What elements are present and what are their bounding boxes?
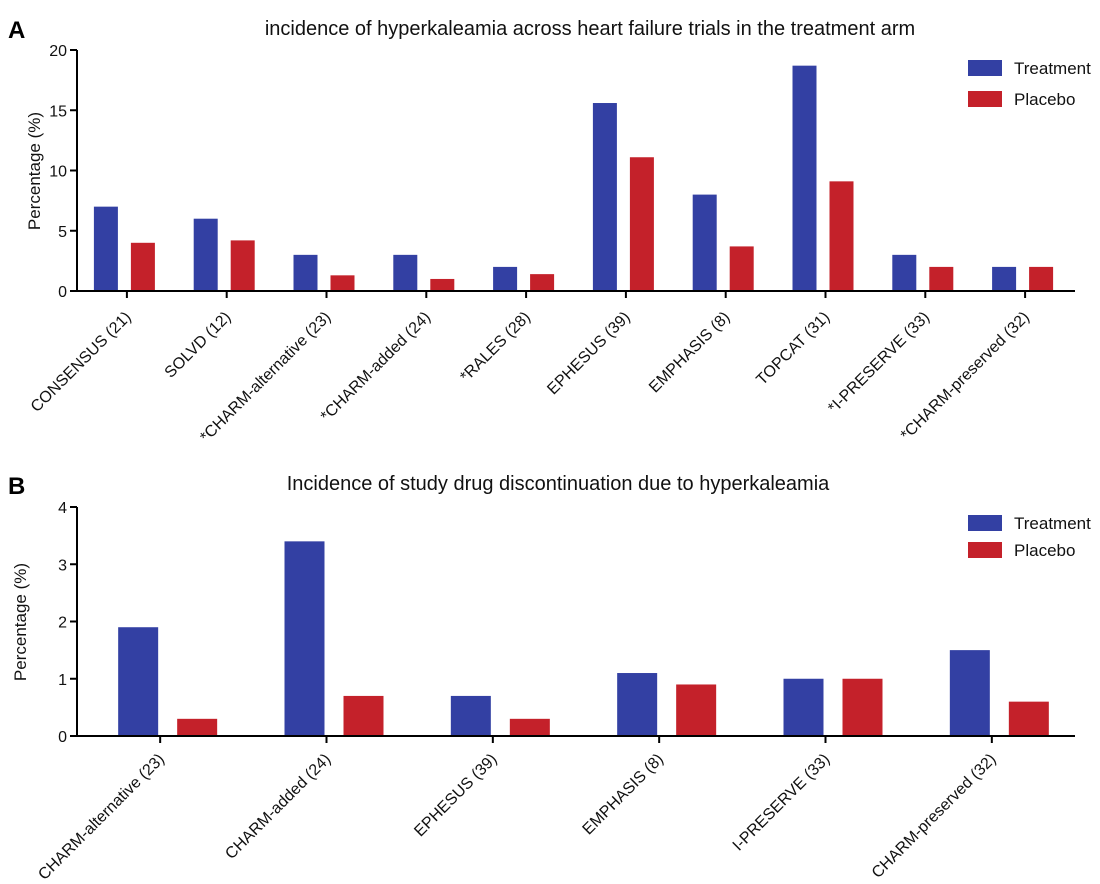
category-label: *I-PRESERVE (33)	[825, 309, 933, 417]
bar-treatment	[118, 627, 159, 736]
bar-treatment	[93, 206, 118, 291]
panel-a-y-axis-label: Percentage (%)	[25, 112, 44, 230]
y-tick-label: 1	[58, 672, 67, 689]
panel-a-legend: Treatment Placebo	[968, 59, 1091, 109]
bar-treatment	[949, 650, 990, 736]
y-tick-label: 0	[58, 284, 67, 301]
panel-a-title: incidence of hyperkaleamia across heart …	[265, 18, 915, 40]
panel-b: B Incidence of study drug discontinuatio…	[8, 473, 1091, 884]
category-label: TOPCAT (31)	[753, 309, 833, 389]
y-tick-label: 10	[49, 164, 67, 181]
bar-treatment	[450, 695, 491, 736]
category-label: I-PRESERVE (33)	[730, 751, 834, 855]
category-label: EMPHASIS (8)	[646, 309, 733, 396]
bar-placebo	[729, 246, 754, 291]
bar-treatment	[393, 254, 418, 291]
category-label: CONSENSUS (21)	[28, 309, 135, 416]
y-tick-label: 20	[49, 43, 67, 60]
bar-placebo	[676, 684, 717, 736]
panel-b-y-ticks: 0 1 2 3 4	[58, 500, 77, 746]
category-label: EPHESUS (39)	[411, 751, 500, 840]
y-tick-label: 15	[49, 103, 67, 120]
legend-placebo-label: Placebo	[1014, 541, 1075, 560]
panel-a: A incidence of hyperkaleamia across hear…	[8, 17, 1091, 446]
y-tick-label: 5	[58, 224, 67, 241]
bar-treatment	[617, 673, 658, 736]
bar-placebo	[230, 240, 255, 291]
bar-treatment	[792, 65, 817, 291]
legend-treatment-swatch	[968, 515, 1002, 531]
bar-placebo	[509, 718, 550, 736]
bar-placebo	[330, 275, 355, 291]
category-label: *RALES (28)	[457, 309, 534, 386]
y-tick-label: 0	[58, 729, 67, 746]
bar-placebo	[842, 678, 883, 736]
category-label: SOLVD (12)	[162, 309, 235, 382]
bar-treatment	[892, 254, 917, 291]
y-tick-label: 2	[58, 615, 67, 632]
category-label: CHARM-added (24)	[222, 751, 334, 863]
bar-placebo	[530, 274, 555, 291]
category-label: CHARM-preserved (32)	[869, 751, 1000, 882]
panel-b-bars	[118, 541, 1049, 736]
bar-treatment	[592, 103, 617, 292]
legend-placebo-swatch	[968, 542, 1002, 558]
bar-placebo	[929, 266, 954, 291]
legend-placebo-swatch	[968, 91, 1002, 107]
category-label: EMPHASIS (8)	[580, 751, 667, 838]
bar-treatment	[692, 194, 717, 291]
panel-b-axes	[76, 507, 1075, 737]
y-tick-label: 3	[58, 557, 67, 574]
category-label: CHARM-alternative (23)	[35, 751, 168, 884]
bar-placebo	[1008, 701, 1049, 736]
bar-treatment	[284, 541, 325, 736]
category-label: EPHESUS (39)	[544, 309, 633, 398]
panel-a-bars	[93, 65, 1054, 292]
panel-a-letter: A	[8, 17, 25, 44]
bar-placebo	[1029, 266, 1054, 291]
legend-treatment-label: Treatment	[1014, 59, 1091, 78]
bar-placebo	[829, 181, 854, 291]
legend-treatment-swatch	[968, 60, 1002, 76]
bar-treatment	[783, 678, 824, 736]
y-tick-label: 4	[58, 500, 67, 517]
bar-placebo	[177, 718, 218, 736]
bar-placebo	[343, 695, 384, 736]
panel-b-letter: B	[8, 473, 25, 500]
bar-treatment	[293, 254, 318, 291]
bar-placebo	[430, 278, 455, 291]
panel-b-y-axis-label: Percentage (%)	[11, 563, 30, 681]
legend-placebo-label: Placebo	[1014, 90, 1075, 109]
panel-b-title: Incidence of study drug discontinuation …	[287, 473, 830, 495]
panel-a-y-ticks: 0 5 10 15 20	[49, 43, 77, 301]
panel-b-legend: Treatment Placebo	[968, 514, 1091, 560]
bar-placebo	[130, 242, 155, 291]
bar-treatment	[493, 266, 518, 291]
bar-treatment	[992, 266, 1017, 291]
category-label: *CHARM-added (24)	[318, 309, 434, 425]
panel-a-axes	[76, 50, 1075, 292]
legend-treatment-label: Treatment	[1014, 514, 1091, 533]
bar-placebo	[629, 157, 654, 291]
bar-treatment	[193, 218, 218, 291]
panel-b-category-labels: CHARM-alternative (23) CHARM-added (24) EP…	[35, 736, 1000, 884]
panel-a-category-labels: CONSENSUS (21) SOLVD (12)*CHARM-alternati…	[28, 291, 1033, 446]
